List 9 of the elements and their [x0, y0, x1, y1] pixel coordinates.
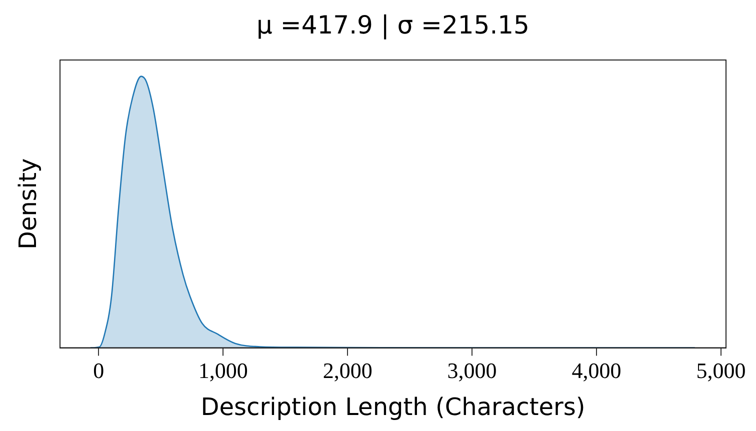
x-tick-label: 0 — [93, 358, 104, 383]
y-axis-title: Density — [14, 158, 42, 250]
chart-title: μ =417.9 | σ =215.15 — [256, 10, 530, 40]
x-tick-label: 1,000 — [198, 358, 248, 383]
x-tick-label: 2,000 — [322, 358, 372, 383]
x-tick-label: 4,000 — [572, 358, 622, 383]
x-tick-label: 3,000 — [447, 358, 497, 383]
x-tick-label: 5,000 — [696, 358, 746, 383]
x-axis-title: Description Length (Characters) — [200, 392, 586, 421]
